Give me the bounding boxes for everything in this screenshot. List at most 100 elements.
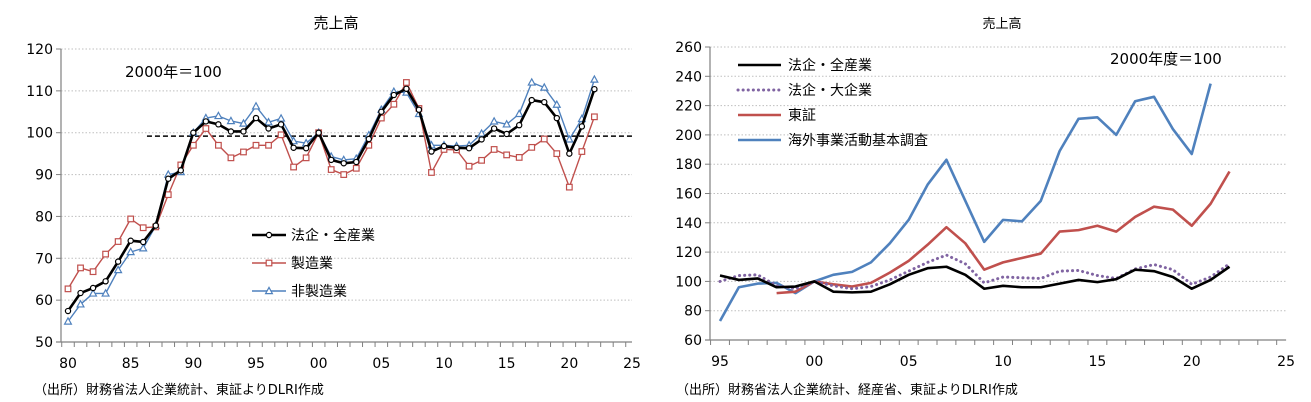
- triangle-marker: [264, 117, 273, 126]
- square-marker: [277, 131, 285, 139]
- y-tick-label: 100: [26, 126, 53, 142]
- triangle-marker: [76, 299, 85, 308]
- x-tick-label: 80: [59, 356, 77, 372]
- square-marker: [352, 164, 360, 172]
- left-chart-x-axis-labels: 80 85 90 95 00 05 10 15 20 25: [59, 356, 641, 372]
- triangle-marker: [502, 119, 512, 128]
- square-marker: [478, 156, 485, 164]
- circle-marker: [77, 289, 84, 297]
- square-marker: [114, 238, 122, 245]
- legend-label: 製造業: [291, 256, 333, 272]
- x-tick-label: 05: [372, 356, 390, 372]
- circle-marker: [541, 98, 548, 106]
- right-chart-y-axis-labels: 60 80 100 120 140 160 180 200 220 240 260: [675, 40, 702, 349]
- x-tick-label: 10: [435, 356, 453, 372]
- square-marker: [265, 141, 272, 149]
- legend-item: 製造業: [252, 256, 333, 272]
- circle-marker: [114, 258, 122, 265]
- square-marker: [189, 141, 197, 149]
- legend-label: 非製造業: [291, 284, 347, 300]
- circle-marker: [365, 135, 372, 143]
- circle-marker: [490, 125, 498, 132]
- series-line: [719, 265, 1231, 294]
- legend-label: 東証: [788, 108, 816, 124]
- triangle-marker: [251, 101, 261, 110]
- right-chart-sales-index: 売上高 2000年度＝100 60 80 100 120 140 160 180 200 220…: [675, 16, 1295, 398]
- right-chart-gridlines: [710, 46, 1287, 312]
- circle-marker: [240, 128, 247, 135]
- triangle-marker: [101, 288, 111, 297]
- y-tick-label: 120: [26, 42, 53, 58]
- left-chart-gridlines: [61, 48, 632, 301]
- legend-label: 法企・大企業: [788, 82, 872, 99]
- square-marker: [553, 150, 561, 158]
- square-marker: [215, 141, 222, 149]
- x-tick-label: 20: [560, 356, 578, 372]
- square-marker: [390, 100, 398, 108]
- x-tick-label: 20: [1183, 354, 1201, 370]
- triangle-marker: [477, 128, 487, 137]
- triangle-marker: [276, 113, 286, 122]
- x-tick-label: 10: [994, 354, 1012, 370]
- triangle-marker: [239, 118, 248, 127]
- left-chart-axes: [56, 48, 632, 347]
- circle-marker: [165, 175, 172, 182]
- square-marker: [302, 154, 310, 162]
- circle-marker: [202, 118, 210, 125]
- circle-marker: [403, 85, 410, 92]
- circle-marker: [290, 144, 297, 151]
- legend-item: 海外事業活動基本調査: [738, 132, 928, 149]
- x-tick-label: 05: [900, 354, 918, 370]
- y-tick-label: 110: [26, 84, 53, 100]
- square-marker: [540, 135, 548, 143]
- triangle-marker: [552, 99, 562, 108]
- series-line: [66, 87, 596, 312]
- circle-marker: [440, 142, 448, 150]
- y-tick-label: 140: [675, 216, 702, 232]
- series-circle: [64, 85, 598, 315]
- left-chart-sales-index: 売上高 2000年＝100 50 60 70 80 90 100 110 120 80 85 90…: [26, 14, 641, 398]
- y-tick-label: 260: [675, 40, 702, 56]
- circle-marker: [177, 167, 184, 174]
- triangle-marker: [564, 134, 574, 143]
- x-tick-label: 90: [184, 356, 202, 372]
- square-marker: [528, 143, 536, 151]
- square-marker: [139, 224, 147, 232]
- right-chart-x-axis-labels: 95 00 05 10 15 20 25: [711, 354, 1295, 370]
- square-marker: [403, 79, 410, 86]
- triangle-marker: [63, 316, 73, 325]
- triangle-marker: [514, 109, 524, 118]
- circle-marker: [566, 150, 573, 157]
- circle-marker: [328, 156, 335, 164]
- circle-marker: [553, 114, 561, 122]
- triangle-marker: [126, 247, 136, 256]
- square-marker: [490, 146, 498, 153]
- circle-marker: [227, 128, 235, 135]
- circle-marker: [428, 148, 435, 155]
- circle-marker: [252, 114, 260, 122]
- circle-marker: [353, 158, 360, 166]
- y-tick-label: 90: [35, 168, 53, 184]
- circle-marker: [89, 284, 97, 292]
- square-marker: [89, 268, 97, 276]
- square-marker: [240, 148, 247, 156]
- circle-marker: [139, 238, 147, 246]
- x-tick-label: 25: [623, 356, 641, 372]
- y-tick-label: 50: [35, 335, 53, 351]
- circle-marker: [315, 129, 322, 136]
- left-chart-source-note: （出所）財務省法人企業統計、東証よりDLRI作成: [34, 382, 324, 398]
- triangle-marker: [213, 111, 223, 120]
- square-marker: [127, 215, 135, 223]
- square-marker: [227, 154, 235, 162]
- triangle-marker: [539, 82, 549, 91]
- y-tick-label: 180: [675, 157, 702, 173]
- square-marker: [428, 169, 435, 176]
- left-chart-base-annotation: 2000年＝100: [125, 63, 222, 81]
- y-tick-label: 200: [675, 128, 702, 144]
- y-tick-label: 70: [35, 251, 53, 267]
- circle-marker: [152, 222, 159, 229]
- right-chart-axes: [705, 46, 1287, 345]
- right-chart-series: [718, 83, 1231, 322]
